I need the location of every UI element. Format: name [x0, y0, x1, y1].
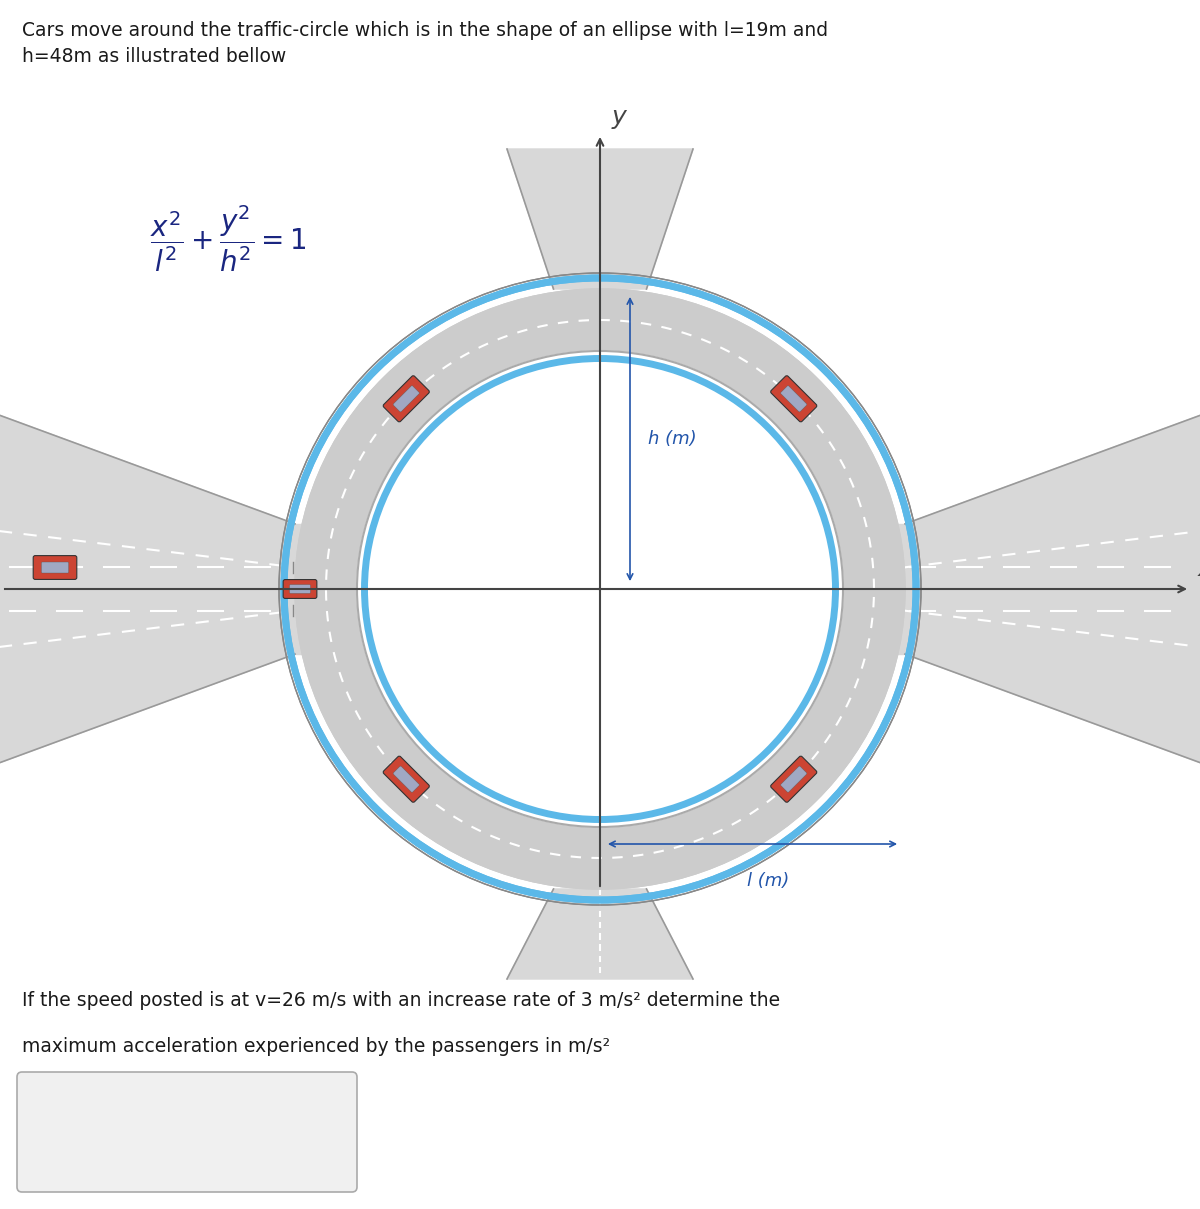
- FancyBboxPatch shape: [383, 756, 430, 803]
- FancyBboxPatch shape: [42, 562, 68, 573]
- Text: y: y: [612, 105, 626, 129]
- Text: $\dfrac{x^2}{l^2}+\dfrac{y^2}{h^2}=1$: $\dfrac{x^2}{l^2}+\dfrac{y^2}{h^2}=1$: [150, 204, 306, 274]
- Text: h (m): h (m): [648, 430, 697, 449]
- FancyBboxPatch shape: [394, 767, 420, 792]
- Text: maximum acceleration experienced by the passengers in m/s²: maximum acceleration experienced by the …: [22, 1037, 610, 1055]
- Polygon shape: [905, 416, 1200, 763]
- FancyBboxPatch shape: [770, 756, 817, 803]
- Polygon shape: [0, 416, 295, 763]
- FancyBboxPatch shape: [780, 386, 806, 412]
- Text: Cars move around the traffic-circle which is in the shape of an ellipse with l=1: Cars move around the traffic-circle whic…: [22, 21, 828, 66]
- Ellipse shape: [295, 289, 905, 889]
- Polygon shape: [0, 523, 1200, 654]
- FancyBboxPatch shape: [770, 376, 817, 422]
- FancyBboxPatch shape: [283, 579, 317, 598]
- Text: l (m): l (m): [746, 872, 788, 890]
- FancyBboxPatch shape: [17, 1072, 358, 1192]
- Polygon shape: [508, 149, 694, 289]
- FancyBboxPatch shape: [394, 386, 420, 412]
- FancyBboxPatch shape: [289, 585, 311, 594]
- Ellipse shape: [358, 351, 842, 827]
- Polygon shape: [508, 889, 694, 979]
- FancyBboxPatch shape: [34, 556, 77, 579]
- Ellipse shape: [295, 289, 905, 889]
- FancyBboxPatch shape: [383, 376, 430, 422]
- FancyBboxPatch shape: [780, 767, 806, 792]
- Ellipse shape: [358, 351, 842, 827]
- Text: If the speed posted is at v=26 m/s with an increase rate of 3 m/s² determine the: If the speed posted is at v=26 m/s with …: [22, 991, 780, 1010]
- Text: x: x: [1198, 557, 1200, 582]
